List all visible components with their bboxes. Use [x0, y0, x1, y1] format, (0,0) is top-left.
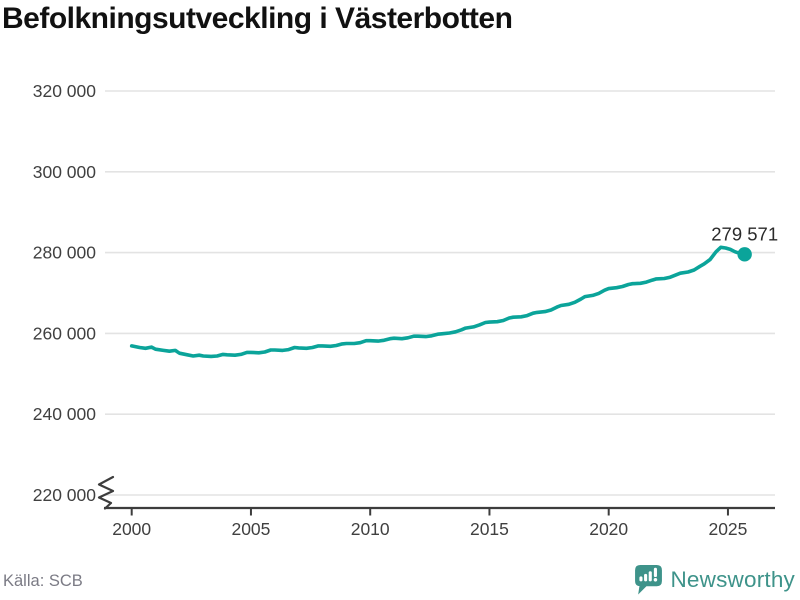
y-axis-tick-label: 220 000 — [33, 485, 97, 505]
y-axis-tick-label: 260 000 — [33, 323, 97, 343]
population-line — [129, 245, 747, 359]
axis-break-icon — [97, 475, 115, 510]
series-end-value-label: 279 571 — [711, 223, 778, 244]
x-axis-tick-label: 2025 — [708, 519, 747, 539]
x-axis-tick-label: 2000 — [112, 519, 151, 539]
y-axis-tick-label: 280 000 — [33, 243, 97, 263]
x-axis-tick-label: 2010 — [351, 519, 390, 539]
y-axis-tick-label: 240 000 — [33, 404, 97, 424]
x-axis-tick-label: 2020 — [589, 519, 628, 539]
y-axis-tick-label: 320 000 — [33, 81, 97, 101]
newsworthy-bubble-chart-icon — [635, 565, 663, 595]
source-note: Källa: SCB — [3, 572, 83, 590]
x-axis-tick-label: 2005 — [231, 519, 270, 539]
x-axis-tick-label: 2015 — [470, 519, 509, 539]
chart-title: Befolkningsutveckling i Västerbotten — [2, 2, 513, 35]
newsworthy-logo: Newsworthy — [634, 564, 795, 595]
newsworthy-wordmark: Newsworthy — [670, 566, 795, 592]
series-end-dot — [737, 247, 752, 262]
y-axis-tick-label: 300 000 — [33, 162, 97, 182]
